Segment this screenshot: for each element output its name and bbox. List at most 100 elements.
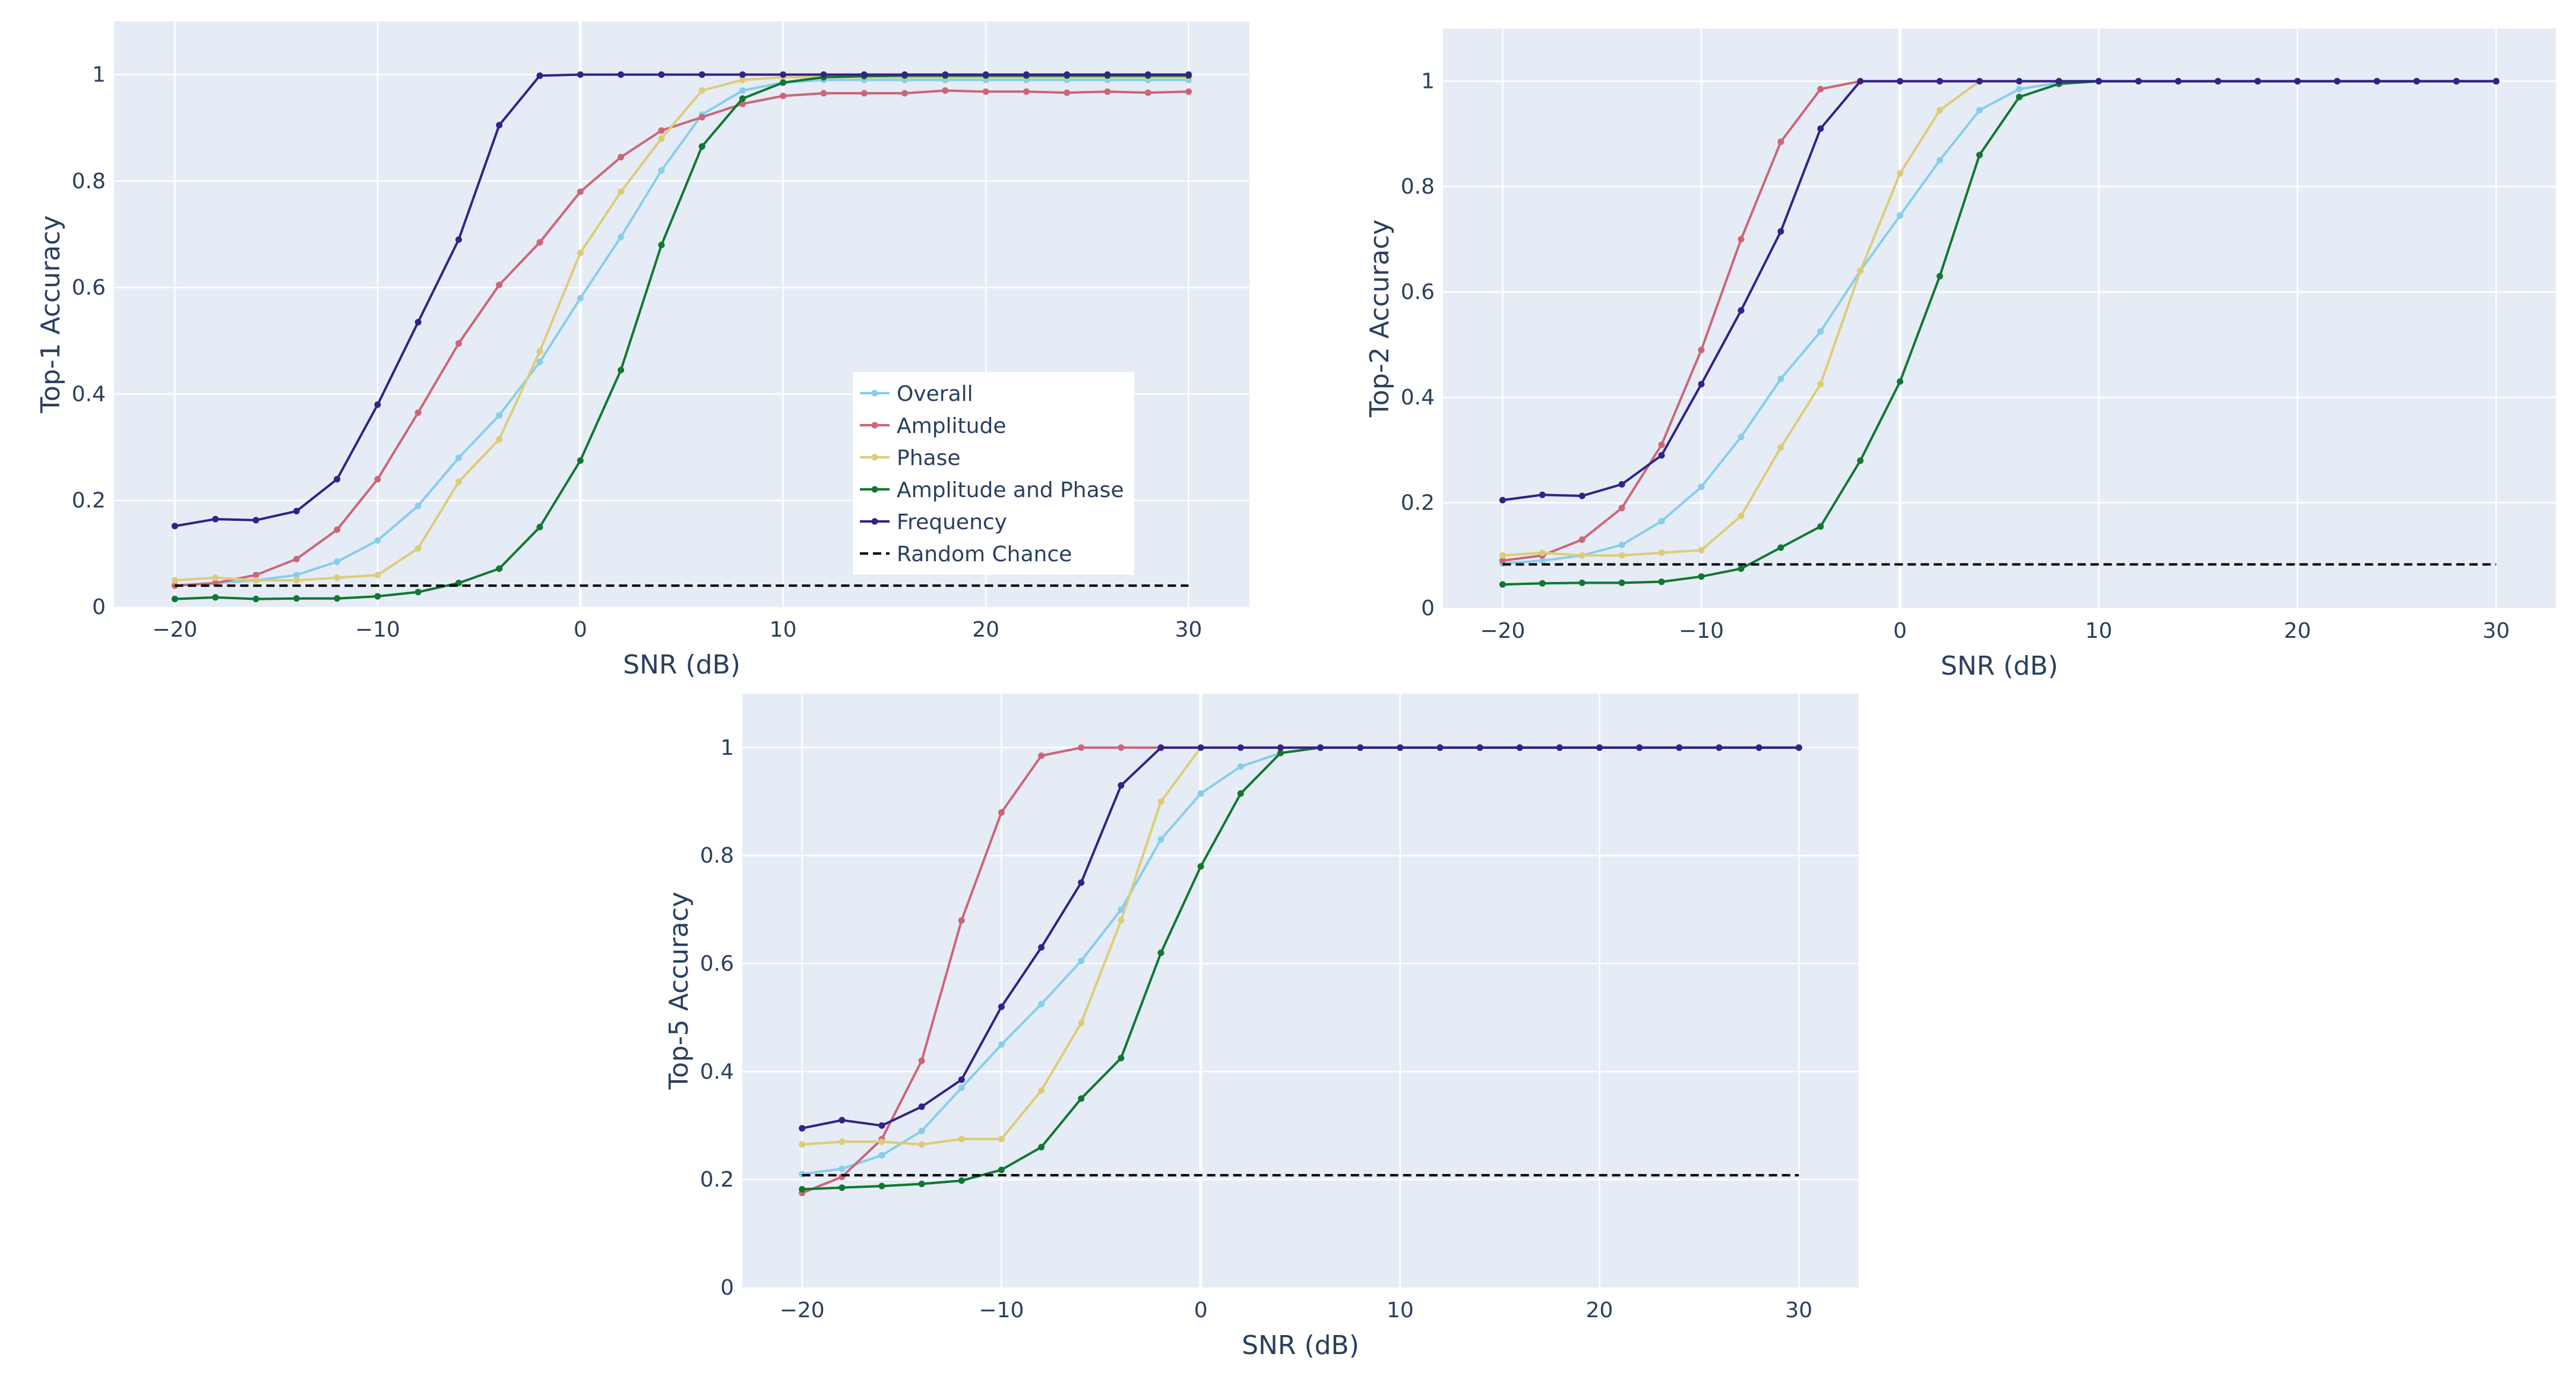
data-point bbox=[293, 571, 300, 578]
data-point bbox=[1755, 744, 1762, 751]
data-point bbox=[293, 595, 300, 602]
data-point bbox=[1976, 151, 1983, 159]
data-point bbox=[2254, 78, 2261, 85]
x-tick-label: −20 bbox=[1480, 619, 1525, 643]
data-point bbox=[1038, 944, 1045, 951]
data-point bbox=[374, 476, 381, 483]
data-point bbox=[1897, 78, 1904, 85]
data-point bbox=[1676, 744, 1683, 751]
data-point bbox=[1738, 565, 1745, 572]
series-line bbox=[802, 746, 1799, 1130]
data-point bbox=[1618, 579, 1625, 586]
series-frequency bbox=[171, 71, 1192, 530]
data-point bbox=[1738, 434, 1745, 441]
y-axis-title: Top-2 Accuracy bbox=[1365, 220, 1395, 418]
data-point bbox=[698, 71, 705, 78]
data-point bbox=[293, 577, 300, 584]
data-point bbox=[1539, 491, 1546, 498]
data-point bbox=[2015, 86, 2023, 93]
y-tick-label: 0 bbox=[92, 595, 106, 619]
data-point bbox=[658, 167, 665, 174]
data-point bbox=[171, 596, 178, 603]
x-tick-label: 30 bbox=[2483, 619, 2510, 643]
data-point bbox=[1738, 513, 1745, 520]
data-point bbox=[293, 555, 300, 562]
data-point bbox=[658, 127, 665, 134]
data-point bbox=[958, 1136, 965, 1143]
data-point bbox=[1698, 546, 1705, 554]
chart-top1-accuracy: 0 0.2 0.4 0.6 0.8 1 −20 −10 0 10 20 30 SNR (dB) Top-1… bbox=[36, 21, 1249, 680]
x-tick-label: −10 bbox=[1679, 619, 1724, 643]
data-point bbox=[577, 71, 584, 78]
legend-marker bbox=[871, 518, 878, 525]
data-point bbox=[1197, 744, 1204, 751]
series-line bbox=[175, 73, 1189, 527]
data-point bbox=[1499, 581, 1506, 588]
y-tick-label: 0.2 bbox=[700, 1168, 734, 1192]
data-point bbox=[374, 571, 381, 578]
chart-top2-accuracy: 0 0.2 0.4 0.6 0.8 1 −20 −10 0 10 20 30 SNR (dB) Top-2… bbox=[1365, 29, 2556, 681]
x-tick-label: −10 bbox=[355, 618, 400, 642]
data-point bbox=[1157, 949, 1164, 956]
data-point bbox=[860, 90, 868, 97]
legend-box bbox=[853, 372, 1134, 575]
legend-label: Overall bbox=[897, 382, 973, 406]
data-point bbox=[878, 1138, 885, 1146]
data-point bbox=[901, 90, 909, 97]
data-point bbox=[1118, 906, 1125, 913]
data-point bbox=[918, 1127, 925, 1134]
y-axis-title: Top-5 Accuracy bbox=[664, 892, 694, 1090]
data-point bbox=[1499, 496, 1506, 504]
data-point bbox=[918, 1180, 925, 1187]
x-tick-label: 30 bbox=[1785, 1298, 1812, 1323]
data-point bbox=[2493, 78, 2500, 85]
data-point bbox=[1618, 504, 1625, 511]
data-point bbox=[1936, 78, 1944, 85]
data-point bbox=[536, 359, 543, 366]
data-point bbox=[1064, 89, 1071, 96]
data-point bbox=[2015, 78, 2023, 85]
y-tick-label: 0 bbox=[720, 1276, 734, 1300]
series-amplitude bbox=[171, 87, 1192, 589]
y-tick-label: 0.6 bbox=[1401, 280, 1435, 305]
data-point bbox=[820, 71, 827, 78]
data-point bbox=[2135, 78, 2142, 85]
data-point bbox=[2175, 78, 2182, 85]
data-point bbox=[414, 318, 422, 325]
data-point bbox=[1658, 441, 1665, 448]
data-point bbox=[2413, 78, 2420, 85]
plot-background bbox=[742, 694, 1859, 1288]
data-point bbox=[1897, 170, 1904, 177]
data-point bbox=[334, 558, 341, 565]
data-point bbox=[2214, 78, 2221, 85]
legend-marker bbox=[871, 390, 878, 397]
data-point bbox=[1185, 88, 1192, 95]
data-point bbox=[1578, 492, 1586, 499]
x-axis-title: SNR (dB) bbox=[1242, 1330, 1359, 1361]
chart-top5-accuracy: 0 0.2 0.4 0.6 0.8 1 −20 −10 0 10 20 30 SNR (dB) Top-5… bbox=[664, 694, 1859, 1361]
data-point bbox=[1144, 89, 1151, 96]
data-point bbox=[1499, 557, 1506, 564]
data-point bbox=[958, 1076, 965, 1083]
data-point bbox=[618, 188, 625, 195]
data-point bbox=[455, 340, 462, 347]
legend-item: Random Chance bbox=[860, 542, 1072, 567]
data-point bbox=[1777, 444, 1784, 451]
data-point bbox=[1857, 457, 1864, 464]
data-point bbox=[212, 574, 219, 581]
data-point bbox=[1038, 1087, 1045, 1094]
data-point bbox=[838, 1184, 846, 1191]
data-point bbox=[252, 517, 260, 524]
data-point bbox=[414, 589, 422, 596]
data-point bbox=[536, 524, 543, 531]
data-point bbox=[838, 1138, 846, 1146]
data-point bbox=[577, 457, 584, 464]
data-point bbox=[998, 809, 1005, 816]
x-tick-label: 20 bbox=[972, 618, 999, 642]
data-point bbox=[1777, 375, 1784, 382]
data-point bbox=[918, 1057, 925, 1064]
data-point bbox=[1578, 552, 1586, 559]
data-point bbox=[374, 401, 381, 408]
data-point bbox=[455, 478, 462, 485]
data-point bbox=[739, 95, 746, 102]
